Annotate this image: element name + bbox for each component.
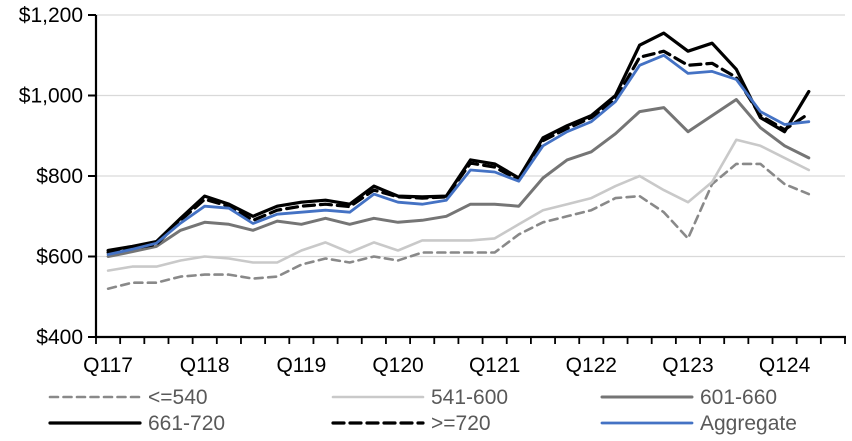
x-tick-label: Q120	[372, 354, 423, 377]
y-tick-label: $600	[36, 246, 83, 269]
series-line-661-720	[106, 31, 811, 253]
series-line-601-660	[106, 98, 811, 258]
x-tick-label: Q122	[566, 354, 617, 377]
legend-label: 601-660	[700, 386, 777, 409]
x-tick-label: Q119	[276, 354, 326, 377]
legend-label: >=720	[431, 412, 491, 435]
series-line-541-600	[106, 138, 811, 272]
y-tick-label: $400	[36, 326, 83, 349]
series-line--540	[106, 162, 811, 291]
x-tick-label: Q121	[469, 354, 520, 377]
y-tick-label: $800	[36, 165, 83, 188]
legend-label: 661-720	[148, 412, 225, 435]
legend-label: Aggregate	[700, 412, 797, 435]
x-tick-label: Q124	[759, 354, 811, 377]
x-tick-label: Q117	[83, 354, 133, 377]
x-tick-label: Q123	[662, 354, 713, 377]
series-line-aggregate	[106, 53, 811, 256]
y-tick-label: $1,200	[19, 4, 83, 27]
x-tick-label: Q118	[180, 354, 230, 377]
y-tick-label: $1,000	[19, 85, 83, 108]
legend-label: 541-600	[431, 386, 508, 409]
legend-label: <=540	[148, 386, 208, 409]
series-line--720	[106, 49, 811, 255]
